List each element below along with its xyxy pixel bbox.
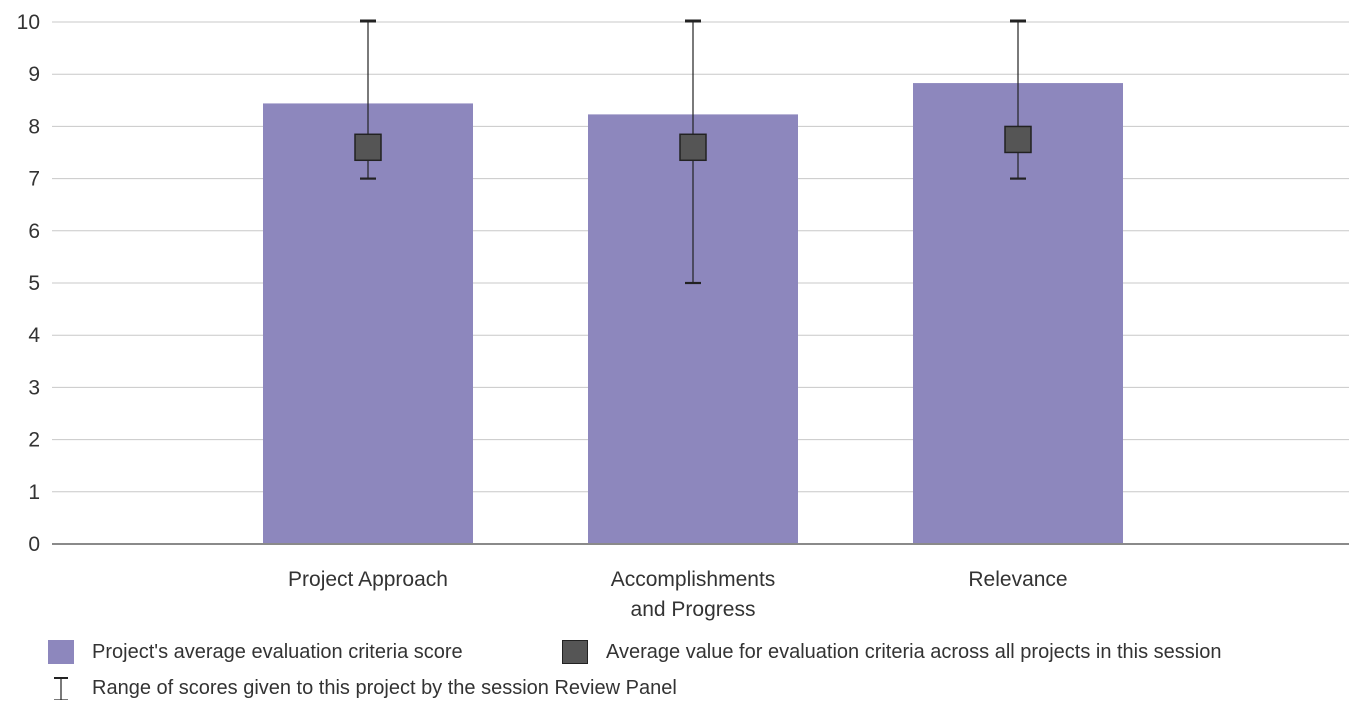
y-axis: 0 1 2 3 4 5 6 7 8 9 10 bbox=[17, 11, 41, 556]
y-tick-label: 1 bbox=[28, 481, 40, 504]
x-category-label: Relevance bbox=[968, 568, 1067, 591]
legend-marker-swatch bbox=[562, 640, 588, 664]
x-axis: Project Approach Accomplishments and Progr… bbox=[52, 543, 1349, 621]
legend-bar-swatch bbox=[48, 640, 74, 664]
y-tick-label: 3 bbox=[28, 376, 40, 399]
range-whiskers bbox=[360, 19, 1026, 285]
bar-chart: 0 1 2 3 4 5 6 7 8 9 10 Project Approach Accomplishm… bbox=[17, 11, 1349, 621]
average-marker bbox=[1004, 125, 1032, 154]
legend-bar-label: Project's average evaluation criteria sc… bbox=[92, 641, 463, 663]
y-tick-label: 9 bbox=[28, 63, 40, 86]
y-tick-label: 8 bbox=[28, 115, 40, 138]
y-tick-label: 10 bbox=[17, 11, 40, 34]
x-category-label: Project Approach bbox=[288, 568, 448, 591]
legend-marker-label: Average value for evaluation criteria ac… bbox=[606, 641, 1222, 663]
range-whisker-icon bbox=[54, 677, 68, 700]
average-markers bbox=[354, 125, 1032, 162]
y-tick-label: 2 bbox=[28, 429, 40, 452]
y-tick-label: 6 bbox=[28, 220, 40, 243]
y-tick-label: 0 bbox=[28, 533, 40, 556]
legend-range-label: Range of scores given to this project by… bbox=[92, 677, 677, 699]
x-category-label: Accomplishments and Progress bbox=[611, 568, 776, 621]
y-tick-label: 7 bbox=[28, 168, 40, 191]
y-tick-label: 5 bbox=[28, 272, 40, 295]
average-marker bbox=[679, 133, 707, 162]
average-marker bbox=[354, 133, 382, 162]
y-tick-label: 4 bbox=[28, 324, 40, 347]
